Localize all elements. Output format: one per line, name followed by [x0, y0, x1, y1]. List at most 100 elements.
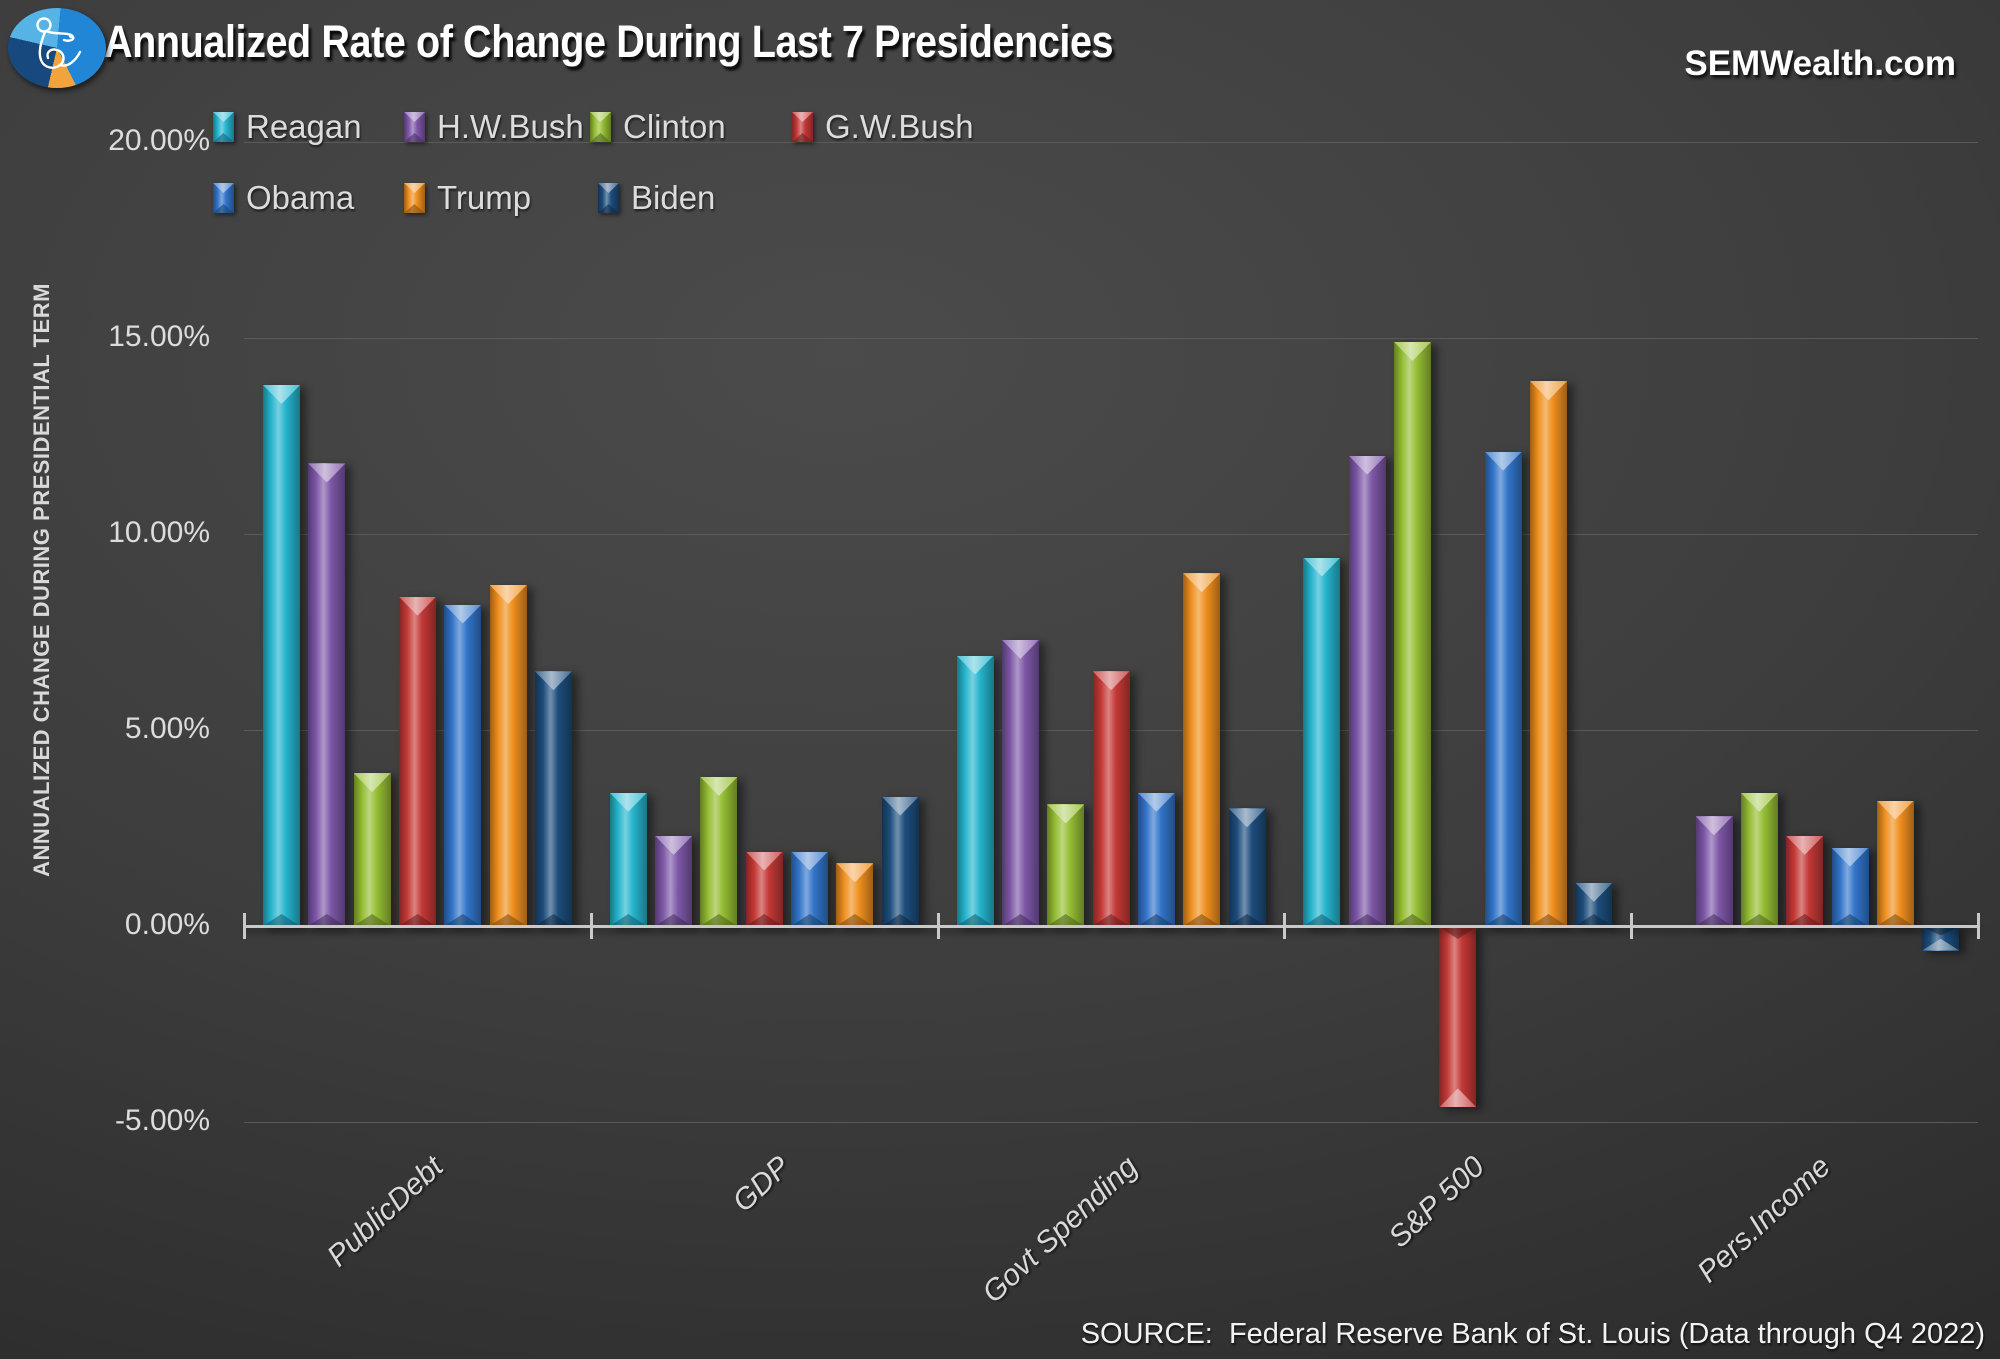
legend-marker-bevel-bottom: [213, 133, 234, 142]
bar-top-bevel: [609, 792, 647, 812]
bar-end-bevel: [1922, 927, 1960, 936]
source-note: SOURCE: Federal Reserve Bank of St. Loui…: [1080, 1318, 1985, 1350]
gridline: [244, 1122, 1978, 1123]
bar-top-bevel: [1922, 938, 1960, 951]
bar-Biden-GovtSpending: [1228, 808, 1266, 926]
bar-top-bevel: [1530, 381, 1568, 401]
legend-item-gwbush: G.W.Bush: [792, 108, 974, 146]
bar-Obama-GovtSpending: [1137, 792, 1175, 926]
bar-Obama-GDP: [791, 851, 829, 926]
bar-top-bevel: [1092, 671, 1130, 691]
x-axis-tick: [243, 913, 246, 939]
bar-top-bevel: [745, 851, 783, 871]
bar-top-bevel: [444, 604, 482, 624]
legend-marker-bevel: [404, 183, 425, 193]
legend-item-hwbush: H.W.Bush: [404, 108, 584, 146]
bar-top-bevel: [1047, 804, 1085, 824]
bar-Trump-PublicDebt: [489, 584, 527, 926]
y-tick-label: 20.00%: [108, 124, 210, 157]
bar-HWBush-PersIncome: [1695, 816, 1733, 926]
bar-top-bevel: [353, 773, 391, 793]
bar-top-bevel: [1740, 792, 1778, 812]
y-tick-label: -5.00%: [114, 1104, 210, 1137]
bar-Biden-PublicDebt: [534, 671, 572, 926]
x-axis-tick: [589, 913, 593, 939]
bar-top-bevel: [1001, 639, 1039, 659]
legend-marker-bevel-bottom: [213, 204, 234, 213]
legend-marker-bevel-bottom: [590, 133, 611, 142]
legend-marker: [590, 112, 611, 142]
bar-top-bevel: [1137, 792, 1175, 812]
bar-Clinton-SP500: [1394, 341, 1432, 926]
x-category-label: PublicDebt: [321, 1150, 450, 1274]
bar-end-bevel: [1439, 927, 1477, 939]
bar-top-bevel: [700, 777, 738, 797]
bar-Obama-PersIncome: [1831, 847, 1869, 926]
bar-top-bevel: [489, 584, 527, 604]
bar-Reagan-GovtSpending: [956, 655, 994, 926]
legend-marker-bevel: [213, 183, 234, 193]
bar-top-bevel: [1786, 835, 1824, 855]
legend-item-biden: Biden: [598, 179, 715, 217]
bar-Clinton-PublicDebt: [353, 773, 391, 926]
page-title: Annualized Rate of Change During Last 7 …: [104, 16, 1114, 67]
y-tick-label: 5.00%: [124, 712, 210, 745]
bar-Clinton-GovtSpending: [1047, 804, 1085, 926]
y-axis-title: ANNUALIZED CHANGE DURING PRESIDENTIAL TE…: [29, 283, 54, 877]
logo-figure-icon: [36, 17, 82, 69]
bar-Trump-SP500: [1530, 381, 1568, 926]
bar-top-bevel: [1575, 882, 1613, 902]
bar-top-bevel: [263, 385, 300, 405]
bar-GWBush-PublicDebt: [398, 596, 436, 926]
bar-Obama-PublicDebt: [444, 604, 482, 926]
legend-item-clinton: Clinton: [590, 108, 726, 146]
bar-HWBush-GovtSpending: [1001, 639, 1039, 926]
bar-top-bevel: [881, 796, 919, 816]
bar-top-bevel: [1394, 341, 1432, 361]
bar-GWBush-GovtSpending: [1092, 671, 1130, 926]
x-axis-tick: [1977, 913, 1980, 939]
legend-label: Trump: [437, 179, 532, 216]
legend-marker: [213, 112, 234, 142]
bar-top-bevel: [956, 655, 994, 675]
bar-top-bevel: [1303, 557, 1341, 577]
legend-marker-bevel-bottom: [598, 204, 619, 213]
bar-top-bevel: [655, 835, 693, 855]
bar-Reagan-GDP: [609, 792, 647, 926]
bar-top-bevel: [1439, 1088, 1477, 1108]
legend-label: G.W.Bush: [825, 108, 974, 145]
bar-Trump-GovtSpending: [1183, 573, 1221, 926]
legend-label: Reagan: [246, 108, 362, 145]
legend-marker-bevel-bottom: [792, 133, 813, 142]
bar-Biden-GDP: [881, 796, 919, 926]
x-axis-tick: [1630, 913, 1634, 939]
bar-Biden-PersIncome: [1922, 927, 1960, 951]
bar-top-bevel: [308, 463, 346, 483]
legend-marker: [598, 183, 619, 213]
bar-HWBush-PublicDebt: [308, 463, 346, 926]
logo-pie-ellipse: [8, 8, 106, 88]
bar-top-bevel: [1228, 808, 1266, 828]
bar-GWBush-SP500: [1439, 927, 1477, 1108]
bar-top-bevel: [791, 851, 829, 871]
y-tick-label: 0.00%: [124, 908, 210, 941]
legend-label: Clinton: [623, 108, 726, 145]
legend-label: H.W.Bush: [437, 108, 584, 145]
site-wordmark: SEMWealth.com: [1684, 44, 1956, 83]
x-category-label: S&P 500: [1382, 1150, 1491, 1255]
x-category-label: Govt Spending: [975, 1150, 1144, 1310]
legend-marker-bevel: [590, 112, 611, 122]
gridline: [244, 338, 1978, 339]
legend-marker-bevel: [598, 183, 619, 193]
bar-top-bevel: [1876, 800, 1914, 820]
legend-marker: [404, 183, 425, 213]
bar-top-bevel: [398, 596, 436, 616]
legend-marker-bevel: [404, 112, 425, 122]
bar-Reagan-PublicDebt: [263, 385, 300, 926]
bar-Trump-GDP: [836, 863, 874, 926]
x-axis-tick: [1283, 913, 1287, 939]
legend-marker: [213, 183, 234, 213]
bar-GWBush-GDP: [745, 851, 783, 926]
legend-marker-bevel: [213, 112, 234, 122]
x-axis-line: [244, 925, 1978, 928]
